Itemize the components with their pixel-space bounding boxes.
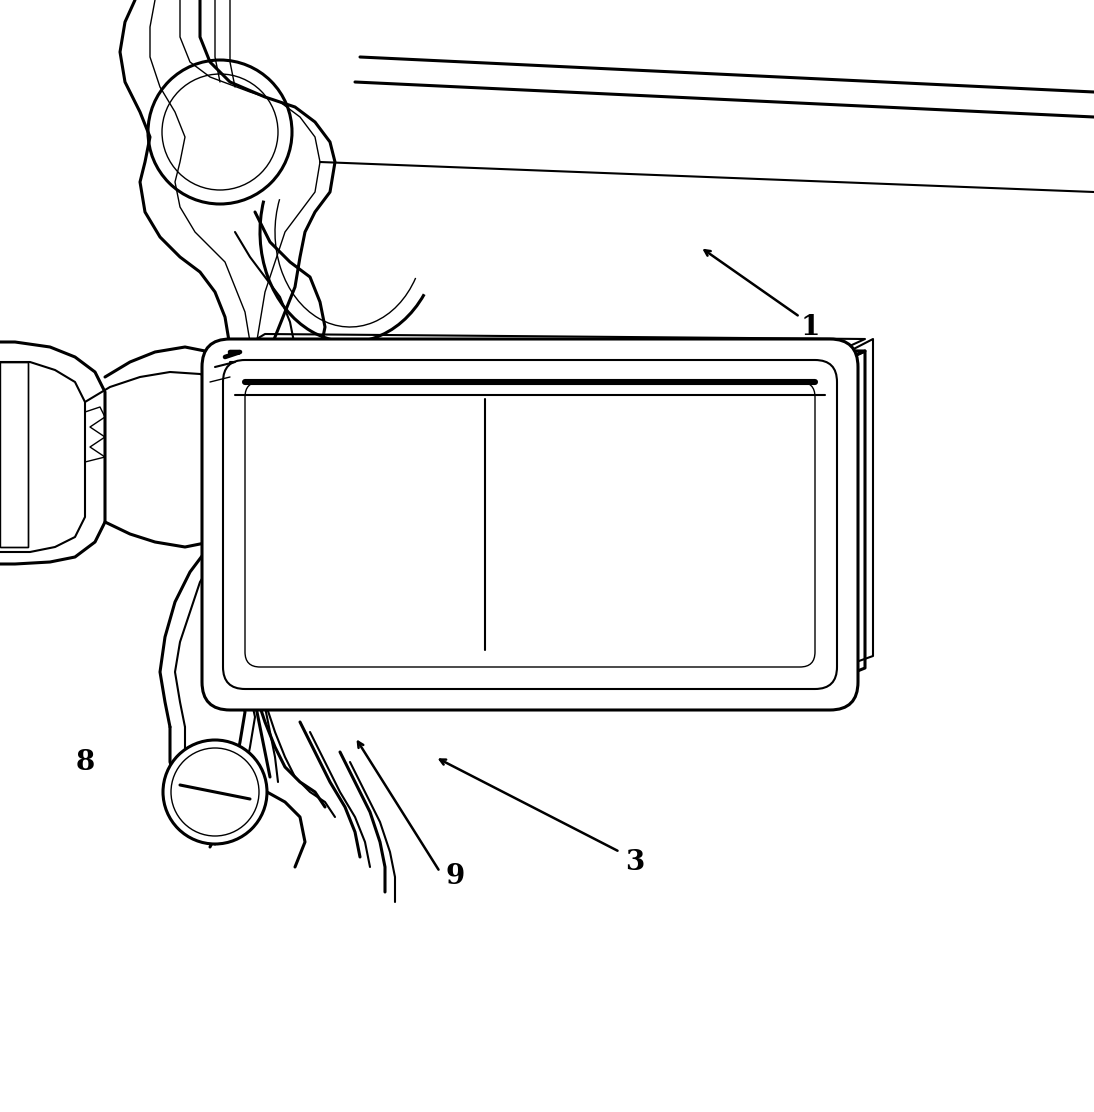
FancyBboxPatch shape: [223, 360, 837, 689]
Text: 1: 1: [801, 314, 819, 340]
Text: 3: 3: [626, 848, 644, 875]
FancyBboxPatch shape: [202, 339, 858, 709]
Text: 4: 4: [610, 508, 630, 536]
Bar: [0, 363, 28, 547]
Text: 9: 9: [445, 864, 465, 891]
Text: 10: 10: [531, 458, 569, 486]
Circle shape: [163, 739, 267, 844]
FancyBboxPatch shape: [245, 383, 815, 667]
Text: 8: 8: [75, 748, 94, 775]
